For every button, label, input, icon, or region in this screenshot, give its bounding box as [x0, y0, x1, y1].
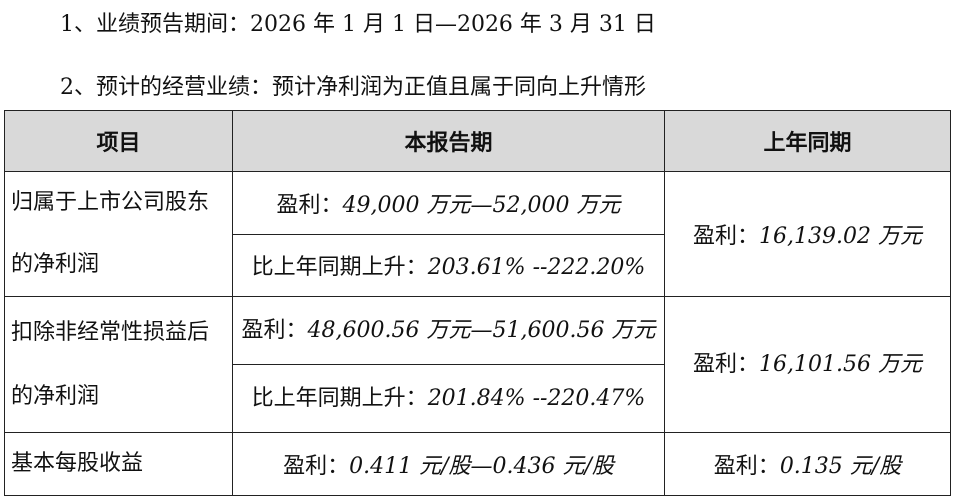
- cell-prefix: 盈利：: [241, 317, 308, 343]
- table-header-row: 项目 本报告期 上年同期: [4, 110, 951, 172]
- cell-prior-profit: 盈利：16,139.02 万元: [664, 171, 951, 297]
- cell-value: 16,139.02 万元: [759, 224, 922, 249]
- cell-value: 48,600.56 万元—51,600.56 万元: [307, 317, 656, 343]
- period-line: 1、业绩预告期间：2026 年 1 月 1 日—2026 年 3 月 31 日: [60, 12, 656, 37]
- header-current-period: 本报告期: [232, 110, 665, 172]
- table-row: 比上年同期上升：203.61% --222.20%: [5, 233, 951, 297]
- cell-value: 203.61% --222.20%: [427, 255, 646, 281]
- cell-prefix: 盈利：: [276, 192, 343, 218]
- cell-prior-eps: 盈利：0.135 元/股: [664, 432, 951, 496]
- cell-current-profit: 盈利：49,000 万元—52,000 万元: [232, 171, 665, 235]
- cell-current-eps: 盈利：0.411 元/股—0.436 元/股: [232, 432, 665, 496]
- cell-current-growth: 比上年同期上升：203.61% --222.20%: [232, 233, 665, 297]
- cell-prefix: 盈利：: [693, 224, 760, 249]
- row-item-net-profit: 归属于上市公司股东的净利润: [4, 171, 233, 297]
- forecast-line: 2、预计的经营业绩：预计净利润为正值且属于同向上升情形: [60, 75, 646, 100]
- cell-prefix: 盈利：: [693, 351, 760, 377]
- cell-current-growth: 比上年同期上升：201.84% --220.47%: [232, 364, 665, 433]
- cell-current-profit: 盈利：48,600.56 万元—51,600.56 万元: [232, 296, 665, 365]
- row-item-eps: 基本每股收益: [4, 432, 233, 496]
- cell-value: 16,101.56 万元: [759, 351, 922, 377]
- table-row: 扣除非经常性损益后的净利润 盈利：48,600.56 万元—51,600.56 …: [4, 296, 951, 433]
- cell-prefix: 盈利：: [283, 454, 350, 479]
- header-item: 项目: [4, 110, 233, 172]
- cell-prior-profit: 盈利：16,101.56 万元: [664, 296, 951, 433]
- row-item-deducted-profit: 扣除非经常性损益后的净利润: [4, 296, 233, 433]
- cell-value: 0.411 元/股—0.436 元/股: [349, 454, 614, 479]
- cell-prefix: 比上年同期上升：: [251, 255, 428, 281]
- cell-prefix: 比上年同期上升：: [251, 385, 428, 411]
- table-row: 归属于上市公司股东的净利润 盈利：49,000 万元—52,000 万元 盈利：…: [4, 171, 951, 297]
- cell-value: 0.135 元/股: [779, 454, 902, 479]
- cell-prefix: 盈利：: [713, 454, 780, 479]
- forecast-table: 项目 本报告期 上年同期 归属于上市公司股东的净利润 盈利：49,000 万元—…: [4, 110, 951, 496]
- header-prior-period: 上年同期: [664, 110, 951, 172]
- cell-value: 201.84% --220.47%: [427, 385, 646, 411]
- table-row: 基本每股收益 盈利：0.411 元/股—0.436 元/股 盈利：0.135 元…: [4, 432, 951, 496]
- cell-value: 49,000 万元—52,000 万元: [342, 192, 621, 218]
